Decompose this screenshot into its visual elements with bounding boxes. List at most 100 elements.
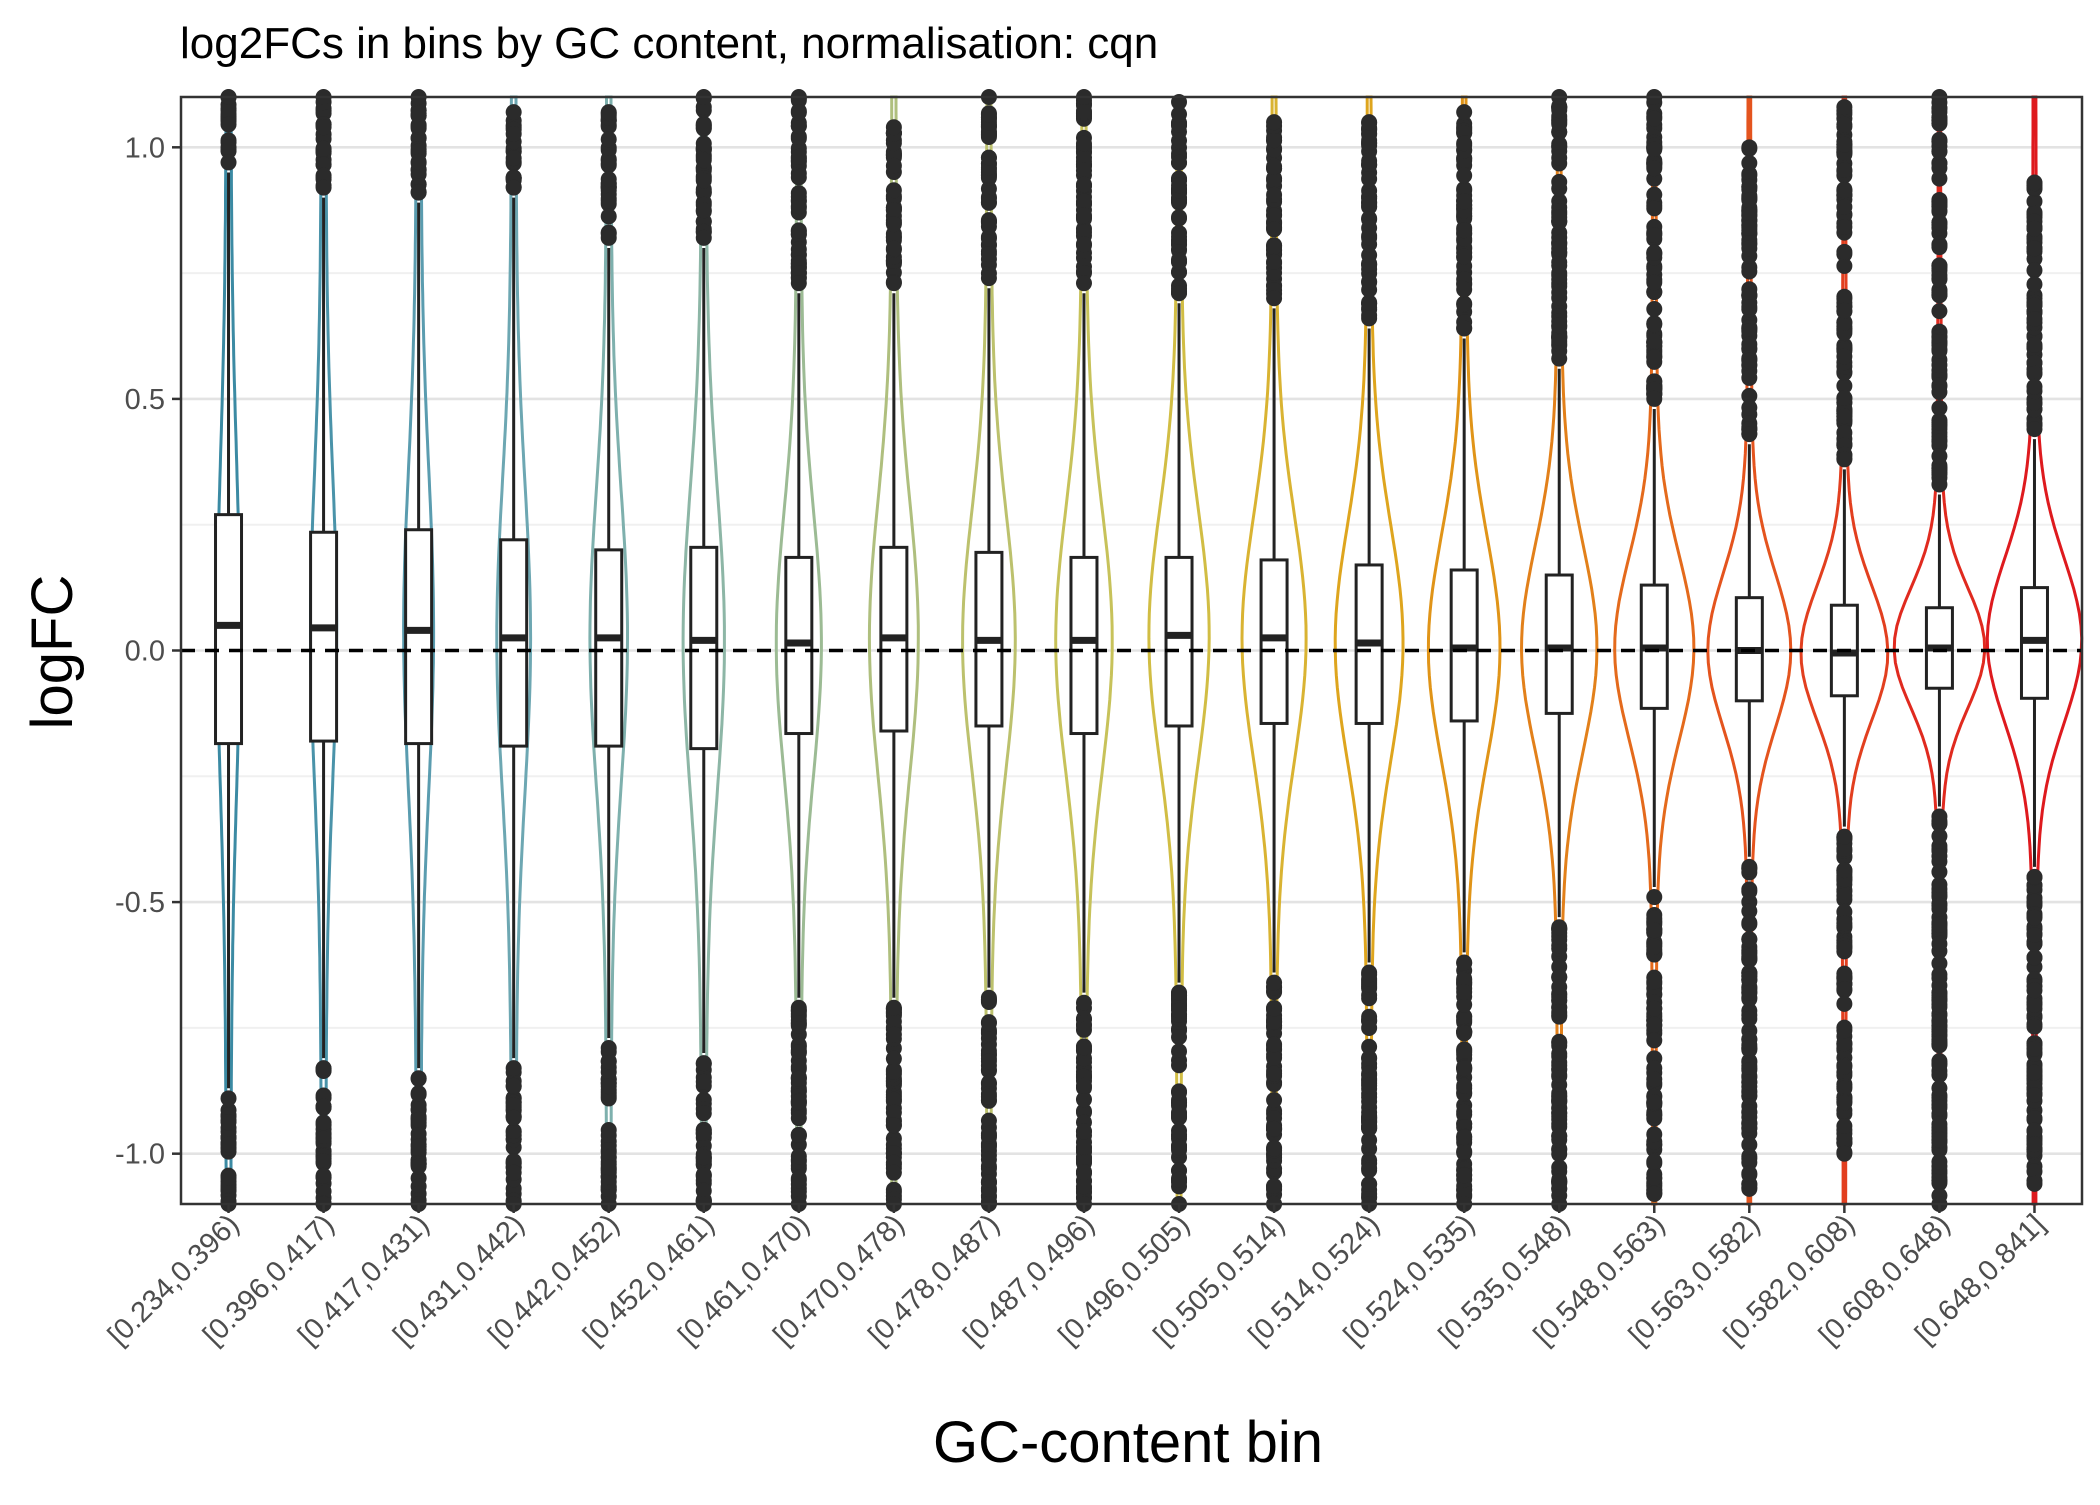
box [309, 530, 339, 743]
outlier-point-high [220, 154, 237, 171]
outlier-point-high [220, 139, 237, 156]
outlier-point-low [790, 1017, 807, 1034]
outlier-point-high [2026, 421, 2043, 438]
outlier-point-high [1741, 192, 1758, 209]
y-tick-label: -0.5 [115, 887, 165, 919]
outlier-point-low [1171, 1105, 1188, 1122]
outlier-point-low [1836, 840, 1853, 857]
outlier-point-low [1551, 1045, 1568, 1062]
outlier-point-low [1836, 1145, 1853, 1162]
outlier-point-high [1931, 271, 1948, 288]
outlier-point-high [1741, 167, 1758, 184]
outlier-point-high [1741, 299, 1758, 316]
outlier-point-high [1741, 336, 1758, 353]
outlier-point-high [980, 246, 997, 263]
outlier-point-high [695, 152, 712, 169]
outlier-point-low [1456, 1143, 1473, 1160]
outlier-point-low [1456, 1103, 1473, 1120]
outlier-point-high [1836, 161, 1853, 178]
outlier-point-high [1266, 114, 1283, 131]
outlier-point-high [695, 135, 712, 152]
outlier-point-high [2026, 262, 2043, 279]
outlier-point-high [1646, 390, 1663, 407]
outlier-point-high [1361, 152, 1378, 169]
outlier-point-low [885, 1050, 902, 1067]
outlier-point-high [2026, 276, 2043, 293]
outlier-point-low [1931, 1013, 1948, 1030]
outlier-point-low [695, 1105, 712, 1122]
outlier-point-high [1836, 314, 1853, 331]
outlier-point-high [980, 230, 997, 247]
outlier-point-high [1836, 257, 1853, 274]
outlier-point-low [410, 1070, 427, 1087]
outlier-point-high [2026, 354, 2043, 371]
outlier-point-low [2026, 1122, 2043, 1139]
outlier-point-low [885, 1026, 902, 1043]
outlier-point-high [790, 104, 807, 121]
outlier-point-low [1075, 1077, 1092, 1094]
outlier-point-high [695, 202, 712, 219]
outlier-point-high [1266, 132, 1283, 149]
outlier-point-low [1266, 1036, 1283, 1053]
outlier-point-low [1741, 1136, 1758, 1153]
outlier-point-high [2026, 220, 2043, 237]
outlier-point-high [1931, 214, 1948, 231]
outlier-point-high [1646, 200, 1663, 217]
outlier-point-high [1741, 263, 1758, 280]
outlier-point-low [2026, 893, 2043, 910]
outlier-point-high [1741, 426, 1758, 443]
outlier-point-low [1646, 1071, 1663, 1088]
outlier-point-low [1551, 1128, 1568, 1145]
outlier-point-high [1551, 136, 1568, 153]
outlier-point-high [1075, 224, 1092, 241]
outlier-point-high [1646, 110, 1663, 127]
outlier-point-low [1836, 1035, 1853, 1052]
outlier-point-low [1551, 1115, 1568, 1132]
outlier-point-high [1836, 302, 1853, 319]
outlier-point-high [1741, 207, 1758, 224]
outlier-point-low [1741, 1116, 1758, 1133]
outlier-point-high [1836, 424, 1853, 441]
outlier-point-low [1836, 980, 1853, 997]
outlier-point-high [885, 240, 902, 257]
outlier-point-low [1456, 984, 1473, 1001]
outlier-point-low [1171, 1029, 1188, 1046]
outlier-point-low [1931, 1035, 1948, 1052]
outlier-point-high [1836, 116, 1853, 133]
outlier-point-high [1931, 460, 1948, 477]
outlier-point-low [1646, 938, 1663, 955]
outlier-point-low [1646, 1000, 1663, 1017]
outlier-point-high [410, 184, 427, 201]
outlier-point-high [695, 172, 712, 189]
outlier-point-low [1646, 1016, 1663, 1033]
outlier-point-high [1836, 389, 1853, 406]
outlier-point-high [1266, 186, 1283, 203]
outlier-point-high [1741, 178, 1758, 195]
outlier-point-high [1836, 243, 1853, 260]
outlier-point-high [1741, 387, 1758, 404]
outlier-point-high [1456, 248, 1473, 265]
outlier-point-low [1931, 996, 1948, 1013]
outlier-point-high [1551, 102, 1568, 119]
outlier-point-high [1741, 399, 1758, 416]
outlier-point-high [1075, 103, 1092, 120]
outlier-point-low [695, 1055, 712, 1072]
outlier-point-high [1361, 310, 1378, 327]
outlier-point-low [1075, 1021, 1092, 1038]
outlier-point-high [1361, 294, 1378, 311]
outlier-point-low [1836, 1058, 1853, 1075]
outlier-point-high [885, 228, 902, 245]
outlier-point-low [980, 1112, 997, 1129]
outlier-point-low [1931, 1055, 1948, 1072]
outlier-point-low [790, 1044, 807, 1061]
box [1259, 558, 1289, 725]
outlier-point-low [1266, 1120, 1283, 1137]
outlier-point-high [1551, 114, 1568, 131]
outlier-point-low [505, 1109, 522, 1126]
outlier-point-high [885, 275, 902, 292]
outlier-point-low [1836, 940, 1853, 957]
outlier-point-high [600, 152, 617, 169]
outlier-point-low [1075, 1139, 1092, 1156]
outlier-point-low [980, 1088, 997, 1105]
box [594, 548, 624, 748]
